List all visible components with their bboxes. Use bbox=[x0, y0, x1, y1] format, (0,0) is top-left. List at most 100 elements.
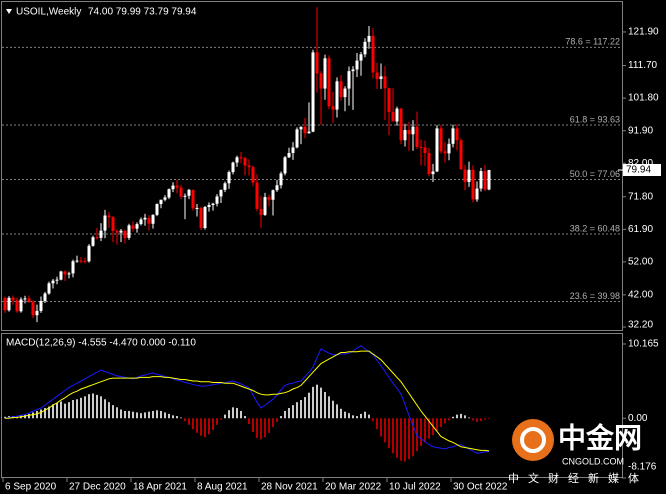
candle-body bbox=[191, 189, 195, 209]
candle-body bbox=[127, 225, 131, 238]
x-tick-label: 6 Sep 2020 bbox=[5, 482, 57, 493]
fib-label: 50.0 = 77.06 bbox=[570, 169, 620, 179]
last-price-box bbox=[623, 164, 661, 176]
x-tick-label: 10 Jul 2022 bbox=[389, 482, 441, 493]
candle-body bbox=[27, 298, 31, 303]
logo-circle bbox=[512, 419, 554, 461]
candle-body bbox=[387, 88, 391, 112]
candle-body bbox=[395, 108, 399, 122]
candle-body bbox=[91, 237, 95, 246]
x-tick-label: 30 Oct 2022 bbox=[453, 482, 508, 493]
candle-body bbox=[331, 106, 335, 110]
candle-body bbox=[427, 153, 431, 175]
x-tick-label: 27 Dec 2020 bbox=[69, 482, 126, 493]
candle-body bbox=[147, 217, 151, 224]
candle-body bbox=[55, 279, 59, 281]
candle-body bbox=[135, 224, 139, 229]
candle-body bbox=[159, 199, 163, 205]
fib-label: 78.6 = 117.22 bbox=[565, 37, 620, 47]
menu-arrow[interactable] bbox=[6, 9, 12, 14]
candle-body bbox=[343, 88, 347, 98]
candle-body bbox=[103, 215, 107, 231]
candle-body bbox=[255, 182, 259, 209]
brand: 中金网 bbox=[558, 421, 642, 453]
candle-body bbox=[403, 130, 407, 141]
candle-body bbox=[359, 54, 363, 61]
candle-body bbox=[95, 237, 99, 239]
candle-body bbox=[447, 143, 451, 154]
candle-body bbox=[423, 147, 427, 154]
candle-body bbox=[299, 126, 303, 130]
candle-body bbox=[215, 196, 219, 204]
candle-body bbox=[451, 128, 455, 144]
macd-line bbox=[4, 345, 490, 454]
candle-body bbox=[347, 71, 351, 89]
y-tick-label: 121.90 bbox=[628, 27, 659, 38]
candle-body bbox=[267, 197, 271, 200]
candle-body bbox=[23, 298, 27, 300]
y-tick-label: 111.70 bbox=[628, 60, 658, 71]
price-panel bbox=[1, 1, 623, 331]
candle-body bbox=[75, 260, 79, 262]
fib-label: 38.2 = 60.48 bbox=[570, 223, 620, 233]
macd-line bbox=[5, 350, 490, 452]
candle-body bbox=[131, 225, 135, 229]
candle-body bbox=[167, 189, 171, 198]
candle-body bbox=[11, 297, 15, 301]
candle-body bbox=[99, 230, 103, 238]
candle-body bbox=[467, 169, 471, 182]
y-tick-label: 91.90 bbox=[628, 125, 653, 136]
candle-body bbox=[207, 205, 211, 207]
y-tick-label: 52.00 bbox=[628, 257, 653, 268]
last-price-label: 79.94 bbox=[626, 165, 651, 176]
candle-body bbox=[183, 195, 187, 197]
candle-body bbox=[287, 153, 291, 158]
candle-body bbox=[307, 131, 311, 134]
candle-body bbox=[87, 245, 91, 262]
candle-body bbox=[475, 188, 479, 200]
candle-body bbox=[463, 169, 467, 182]
candle-body bbox=[243, 157, 247, 166]
candle-body bbox=[211, 203, 215, 205]
candle-body bbox=[279, 173, 283, 186]
candle-body bbox=[323, 58, 327, 89]
candle-body bbox=[179, 187, 183, 197]
candle-body bbox=[275, 185, 279, 191]
candle-body bbox=[335, 81, 339, 110]
candle-body bbox=[371, 35, 375, 73]
x-tick-label: 8 Aug 2021 bbox=[197, 482, 248, 493]
candle-body bbox=[139, 219, 143, 225]
x-tick-label: 18 Apr 2021 bbox=[133, 482, 187, 493]
candle-body bbox=[407, 130, 411, 135]
candle-body bbox=[155, 204, 159, 215]
candle-body bbox=[79, 260, 83, 262]
candle-body bbox=[351, 69, 355, 72]
y-tick-label: 10.165 bbox=[628, 339, 659, 350]
candle-body bbox=[123, 230, 127, 238]
candle-body bbox=[59, 271, 63, 280]
candle-body bbox=[311, 52, 315, 132]
candle-body bbox=[283, 157, 287, 174]
candle-body bbox=[455, 128, 459, 141]
candle-body bbox=[271, 190, 275, 200]
y-tick-label: 61.90 bbox=[628, 224, 653, 235]
candle-body bbox=[67, 273, 71, 275]
x-tick-label: 20 Mar 2022 bbox=[325, 482, 382, 493]
y-tick-label: 71.80 bbox=[628, 191, 653, 202]
candle-body bbox=[163, 197, 167, 200]
candle-body bbox=[51, 280, 55, 284]
fib-label: 61.8 = 93.63 bbox=[570, 114, 620, 124]
candle-body bbox=[391, 111, 395, 122]
candle-body bbox=[7, 297, 11, 311]
candle-body bbox=[459, 140, 463, 170]
candle-body bbox=[247, 165, 251, 168]
candle-body bbox=[195, 207, 199, 209]
y-tick-label: 32.20 bbox=[628, 320, 653, 331]
candle-body bbox=[375, 72, 379, 80]
candle-body bbox=[263, 197, 267, 215]
candle-body bbox=[415, 126, 419, 148]
candle-body bbox=[419, 147, 423, 149]
candle-body bbox=[291, 147, 295, 154]
